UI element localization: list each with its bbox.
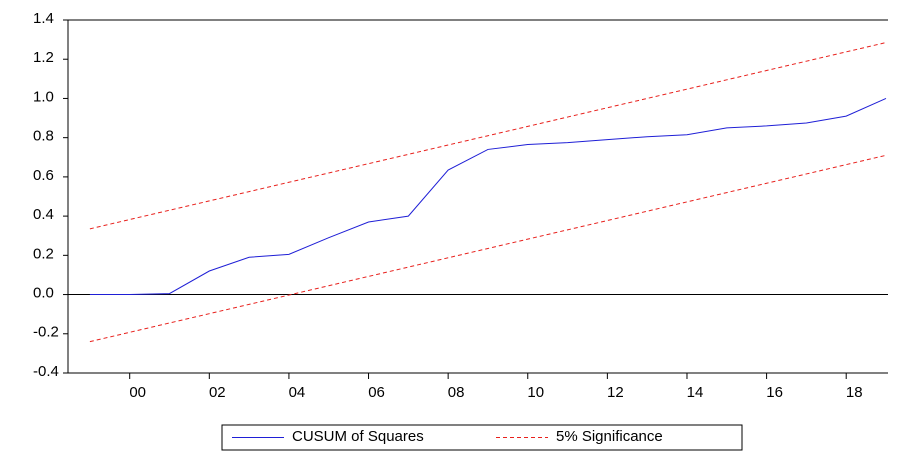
- x-tick-label: 14: [687, 384, 704, 401]
- y-tick-label: 0.2: [33, 245, 54, 262]
- x-tick-label: 16: [766, 384, 783, 401]
- y-tick-label: 0.4: [33, 206, 54, 223]
- x-tick-label: 12: [607, 384, 624, 401]
- series-line: [89, 42, 887, 230]
- x-tick-label: 08: [448, 384, 465, 401]
- y-tick-label: 0.6: [33, 167, 54, 184]
- y-tick-label: 1.2: [33, 49, 54, 66]
- legend-label: CUSUM of Squares: [292, 428, 424, 445]
- series-line: [89, 97, 887, 296]
- legend-box: [221, 424, 743, 451]
- x-tick-label: 04: [289, 384, 306, 401]
- x-tick-label: 06: [368, 384, 385, 401]
- y-tick-label: -0.4: [33, 363, 59, 380]
- x-tick-label: 18: [846, 384, 863, 401]
- y-tick-label: 0.8: [33, 128, 54, 145]
- y-tick-label: -0.2: [33, 324, 59, 341]
- y-tick-label: 1.0: [33, 88, 54, 105]
- x-tick-label: 00: [129, 384, 146, 401]
- x-tick-label: 02: [209, 384, 226, 401]
- y-tick-label: 1.4: [33, 10, 54, 27]
- y-tick-label: 0.0: [33, 285, 54, 302]
- legend-label: 5% Significance: [556, 428, 663, 445]
- x-tick-label: 10: [527, 384, 544, 401]
- series-line: [89, 154, 887, 343]
